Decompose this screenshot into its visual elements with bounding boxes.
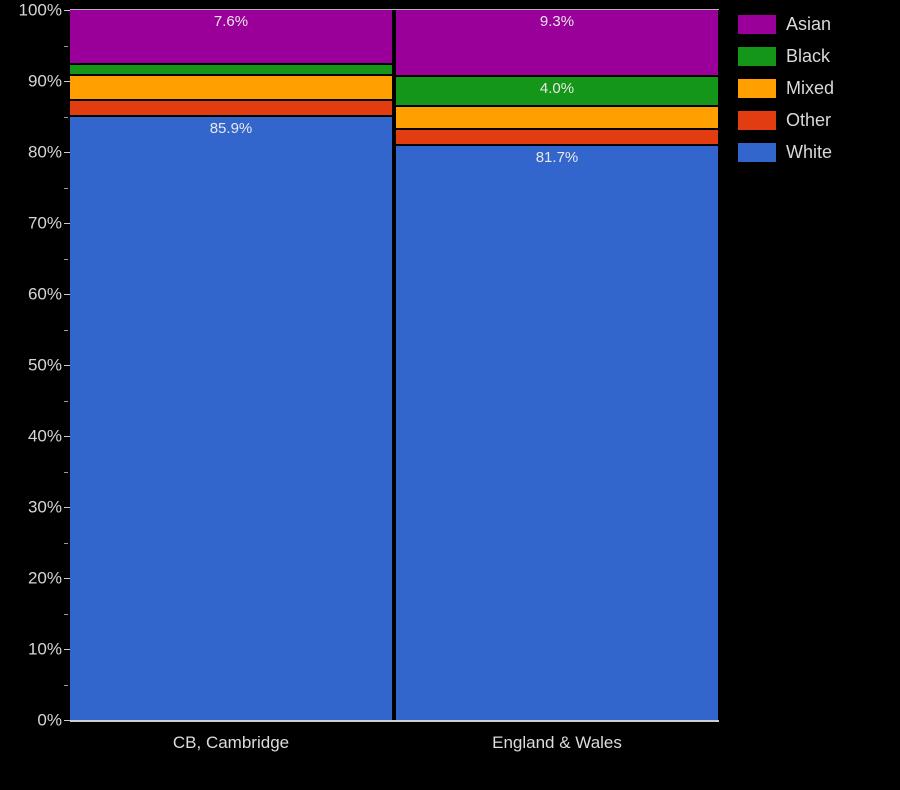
plot-top-border bbox=[70, 9, 719, 10]
legend-swatch-asian bbox=[738, 14, 776, 34]
legend-item-other[interactable]: Other bbox=[738, 104, 898, 136]
plot-area: 7.6% 85.9% 9.3% 4.0% 81.7% bbox=[70, 10, 718, 721]
y-minor-tick-mark bbox=[64, 187, 68, 189]
y-tick-label: 30% bbox=[27, 497, 62, 517]
bar-segment-mixed[interactable] bbox=[70, 75, 392, 100]
bar-cb-cambridge[interactable]: 7.6% 85.9% bbox=[70, 10, 392, 721]
y-tick-mark bbox=[64, 578, 70, 579]
bar-england-wales[interactable]: 9.3% 4.0% 81.7% bbox=[396, 10, 718, 720]
y-tick-mark bbox=[64, 720, 70, 721]
legend-label: Black bbox=[786, 46, 831, 66]
y-minor-tick-mark bbox=[64, 684, 68, 686]
bar-segment-black[interactable] bbox=[70, 64, 392, 76]
y-tick-mark bbox=[64, 436, 70, 437]
y-minor-tick-mark bbox=[64, 613, 68, 615]
legend-swatch-mixed bbox=[738, 78, 776, 98]
y-tick-mark bbox=[64, 81, 70, 82]
legend-label: Asian bbox=[786, 14, 832, 34]
x-axis-label-england-wales: England & Wales bbox=[492, 733, 622, 752]
y-minor-tick-mark bbox=[64, 471, 68, 473]
legend-item-white[interactable]: White bbox=[738, 136, 898, 168]
segment-value-label: 4.0% bbox=[539, 80, 575, 98]
y-axis: 0% 10% 20% 30% 40% 50% 60% 70% 80% 90% 100% bbox=[0, 0, 70, 790]
y-minor-tick-mark bbox=[64, 116, 68, 118]
y-minor-tick-mark bbox=[64, 400, 68, 402]
bar-segment-other[interactable] bbox=[70, 99, 392, 116]
y-tick-mark bbox=[64, 507, 70, 508]
x-axis-label-cb-cambridge: CB, Cambridge bbox=[172, 733, 290, 752]
y-tick-label: 50% bbox=[27, 355, 62, 375]
legend-label: Other bbox=[786, 110, 832, 130]
y-tick-mark bbox=[64, 223, 70, 224]
y-tick-label: 100% bbox=[18, 0, 62, 20]
y-tick-label: 80% bbox=[27, 142, 62, 162]
bar-segment-mixed[interactable] bbox=[396, 106, 718, 129]
bar-segment-black[interactable]: 4.0% bbox=[396, 76, 718, 107]
y-tick-label: 0% bbox=[37, 710, 62, 730]
y-tick-mark bbox=[64, 649, 70, 650]
segment-value-label: 7.6% bbox=[213, 13, 249, 30]
y-tick-mark bbox=[64, 294, 70, 295]
segment-value-label: 81.7% bbox=[535, 149, 579, 167]
bar-segment-white[interactable]: 85.9% bbox=[70, 116, 392, 721]
legend-swatch-white bbox=[738, 142, 776, 162]
y-tick-label: 10% bbox=[27, 639, 62, 659]
legend-item-asian[interactable]: Asian bbox=[738, 8, 898, 40]
y-tick-label: 70% bbox=[27, 213, 62, 233]
y-minor-tick-mark bbox=[64, 329, 68, 331]
segment-value-label: 85.9% bbox=[209, 120, 253, 137]
bar-segment-asian[interactable]: 7.6% bbox=[70, 10, 392, 65]
segment-value-label: 9.3% bbox=[539, 13, 575, 30]
y-minor-tick-mark bbox=[64, 542, 68, 544]
x-axis-line bbox=[70, 720, 719, 722]
bar-segment-white[interactable]: 81.7% bbox=[396, 145, 718, 720]
legend-item-black[interactable]: Black bbox=[738, 40, 898, 72]
y-tick-label: 60% bbox=[27, 284, 62, 304]
y-tick-mark bbox=[64, 10, 70, 11]
legend-label: White bbox=[786, 142, 833, 162]
bar-segment-asian[interactable]: 9.3% bbox=[396, 10, 718, 77]
legend-item-mixed[interactable]: Mixed bbox=[738, 72, 898, 104]
y-tick-mark bbox=[64, 152, 70, 153]
y-minor-tick-mark bbox=[64, 45, 68, 47]
y-tick-mark bbox=[64, 365, 70, 366]
y-tick-label: 40% bbox=[27, 426, 62, 446]
bar-segment-other[interactable] bbox=[396, 128, 718, 146]
legend-swatch-other bbox=[738, 110, 776, 130]
legend-label: Mixed bbox=[786, 78, 835, 98]
legend: Asian Black Mixed Other White bbox=[738, 8, 898, 168]
legend-swatch-black bbox=[738, 46, 776, 66]
y-tick-label: 90% bbox=[27, 71, 62, 91]
y-minor-tick-mark bbox=[64, 258, 68, 260]
y-tick-label: 20% bbox=[27, 568, 62, 588]
